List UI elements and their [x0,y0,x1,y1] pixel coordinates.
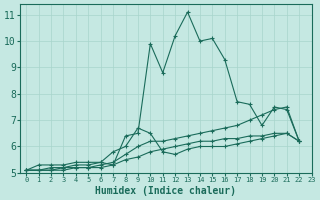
X-axis label: Humidex (Indice chaleur): Humidex (Indice chaleur) [95,186,236,196]
